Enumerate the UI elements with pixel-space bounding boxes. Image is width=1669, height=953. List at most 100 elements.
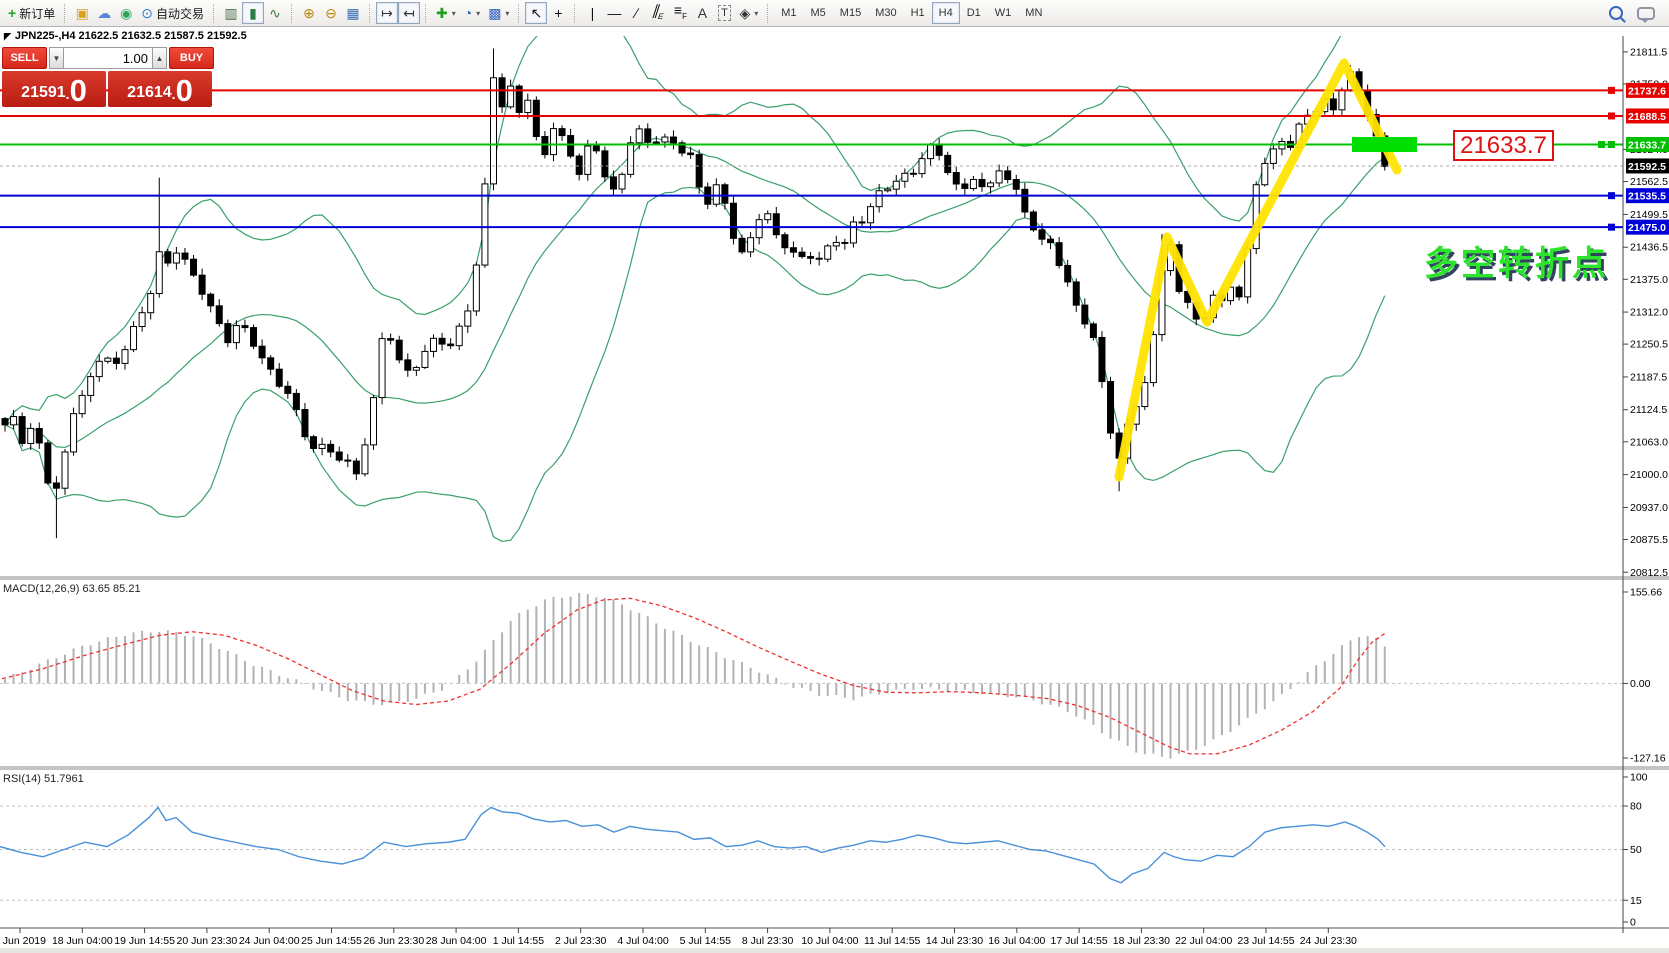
data-window-button[interactable]: ◉ (115, 2, 137, 24)
volume-input[interactable] (64, 47, 152, 69)
auto-trading-button[interactable]: ⊙ 自动交易 (137, 2, 208, 24)
buy-price-display[interactable]: 21614. 0 (108, 71, 212, 107)
line-anchor-marker[interactable] (1608, 141, 1615, 149)
new-order-label: 新订单 (19, 6, 56, 21)
timeframe-m30-button[interactable]: M30 (868, 2, 903, 24)
chat-button[interactable] (1633, 2, 1659, 24)
time-axis-label: 11 Jul 14:55 (864, 935, 921, 947)
cursor-button[interactable]: ↖ (525, 2, 548, 24)
new-chart-button[interactable]: ▣ (71, 2, 93, 24)
time-axis-label: 28 Jun 04:00 (426, 935, 487, 947)
tile-windows-button[interactable]: ▦ (342, 2, 364, 24)
green-highlight-bar[interactable] (1352, 137, 1417, 153)
toolbar-group: ▣ ☁ ◉ ⊙ 自动交易 (71, 0, 208, 27)
buy-button[interactable]: BUY (169, 47, 214, 69)
time-axis-label: 23 Jul 14:55 (1237, 935, 1294, 947)
timeframe-h1-button[interactable]: H1 (904, 2, 932, 24)
price-level-label (1626, 82, 1669, 98)
chevron-down-icon: ▾ (754, 8, 759, 18)
fibonacci-button[interactable]: ≡F (669, 2, 691, 24)
line-chart-icon: ∿ (269, 5, 281, 21)
timeframe-m15-button[interactable]: M15 (833, 2, 868, 24)
line-anchor-marker[interactable] (1608, 86, 1615, 94)
search-icon (1609, 6, 1623, 20)
tile-windows-icon: ▦ (346, 5, 360, 21)
price-axis-tick: 155.66 (1630, 586, 1662, 598)
horizontal-line-icon: — (607, 5, 622, 21)
zoom-out-button[interactable]: ⊖ (320, 2, 342, 24)
sell-price-display[interactable]: 21591. 0 (2, 71, 106, 107)
time-axis-label: 17 Jul 14:55 (1050, 935, 1107, 947)
volume-increase-button[interactable]: ▲ (152, 47, 167, 69)
time-axis-label: 8 Jul 23:30 (742, 935, 794, 947)
price-axis-tick: 21124.5 (1630, 404, 1667, 416)
crosshair-icon: + (554, 5, 563, 21)
timeframe-h4-button[interactable]: H4 (931, 2, 960, 24)
line-chart-button[interactable]: ∿ (264, 2, 286, 24)
indicators-button[interactable]: ✚ ▾ (432, 2, 460, 24)
auto-trading-label: 自动交易 (155, 6, 204, 21)
time-axis-label: 2 Jul 23:30 (555, 935, 607, 947)
line-anchor-marker[interactable] (1608, 223, 1615, 231)
price-level-label (1626, 188, 1669, 204)
templates-button[interactable]: ▩ ▾ (484, 2, 513, 24)
timeframe-d1-button[interactable]: D1 (960, 2, 988, 24)
toolbar-group: ↦ ↤ (375, 0, 420, 27)
auto-scroll-button[interactable]: ↦ (375, 2, 398, 24)
arrows-button[interactable]: ◈ ▾ (735, 2, 762, 24)
timeframe-w1-button[interactable]: W1 (988, 2, 1019, 24)
price-axis-tick: 80 (1630, 801, 1642, 813)
macd-histogram (4, 593, 1386, 759)
arrows-icon: ◈ (739, 5, 751, 21)
vertical-line-button[interactable]: | (581, 2, 603, 24)
text-label-button[interactable]: T (713, 2, 735, 24)
svg-text:21592.5: 21592.5 (1628, 161, 1666, 173)
line-anchor-marker[interactable] (1608, 112, 1615, 120)
candles-layer (1, 48, 1389, 539)
candlestick-chart-button[interactable]: ▮ (241, 2, 264, 24)
profiles-button[interactable]: ☁ (93, 2, 115, 24)
sell-button[interactable]: SELL (2, 47, 47, 69)
trendline-button[interactable]: ∕ (625, 2, 647, 24)
toolbar-group: ↖ + (525, 0, 569, 27)
search-button[interactable] (1605, 2, 1627, 24)
text-button[interactable]: A (691, 2, 713, 24)
crosshair-button[interactable]: + (547, 2, 569, 24)
chart-icon: ◤ (4, 30, 11, 41)
price-axis-labels: 21811.521750.021624.021562.521499.521436… (1623, 46, 1669, 929)
equidistant-channel-button[interactable]: ∥E (647, 2, 669, 24)
line-anchor-marker (1598, 141, 1605, 149)
auto-scroll-icon: ↦ (381, 5, 393, 21)
chat-icon (1637, 6, 1655, 23)
timeframe-mn-button[interactable]: MN (1018, 2, 1049, 24)
text-icon: A (697, 5, 708, 21)
price-axis-tick: 0.00 (1630, 678, 1651, 690)
profiles-icon: ☁ (97, 5, 112, 21)
new-chart-icon: ▣ (75, 5, 89, 21)
yellow-zigzag-annotation[interactable] (1114, 58, 1402, 482)
zoom-in-button[interactable]: ⊕ (298, 2, 320, 24)
chart-shift-button[interactable]: ↤ (397, 2, 420, 24)
periods-button[interactable]: ◔ ▾ (460, 2, 484, 24)
timeframe-group: M1 M5 M15 M30 H1 H4 D1 W1 MN (774, 0, 1049, 27)
bar-chart-button[interactable]: ▥ (220, 2, 242, 24)
toolbar-separator (64, 3, 66, 23)
price-level-label (1626, 219, 1669, 235)
time-axis-label: 24 Jul 23:30 (1300, 935, 1357, 947)
horizontal-line-button[interactable]: — (603, 2, 625, 24)
new-order-button[interactable]: + 新订单 (4, 2, 59, 24)
toolbar-group: + 新订单 (4, 0, 59, 27)
indicators-icon: ✚ (435, 5, 448, 21)
timeframe-m1-button[interactable]: M1 (774, 2, 803, 24)
volume-decrease-button[interactable]: ▼ (49, 47, 64, 69)
timeframe-m5-button[interactable]: M5 (804, 2, 833, 24)
time-axis-label: 5 Jun 2019 (0, 935, 46, 947)
annotation-text[interactable]: 多空转折点 (1424, 245, 1609, 283)
price-axis-tick: 100 (1630, 772, 1648, 784)
price-axis-tick: 21375.0 (1630, 274, 1668, 286)
line-anchor-marker[interactable] (1608, 192, 1615, 200)
price-callout[interactable]: 21633.7 (1453, 130, 1554, 161)
